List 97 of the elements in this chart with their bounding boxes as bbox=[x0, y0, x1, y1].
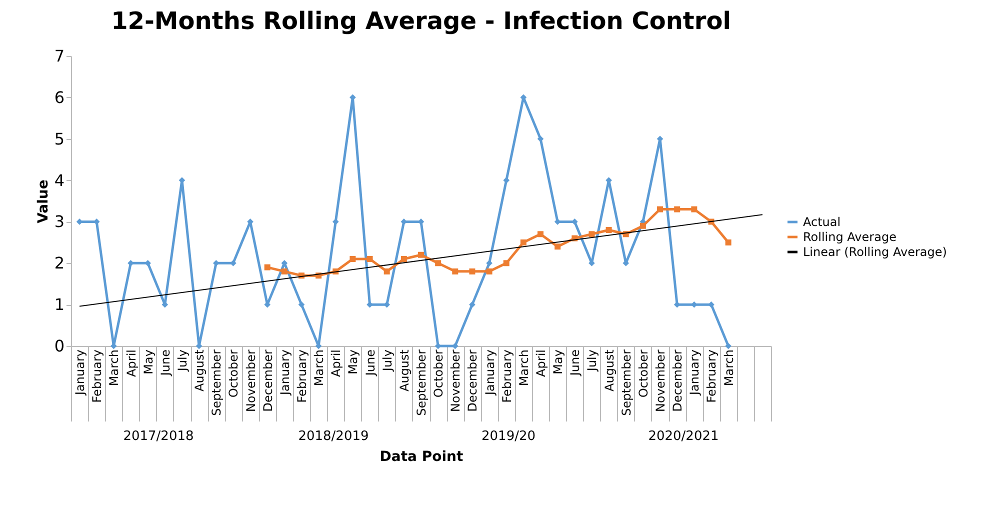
chart-title: 12-Months Rolling Average - Infection Control bbox=[111, 7, 731, 35]
y-tick-label: 6 bbox=[54, 88, 64, 107]
y-axis-title: Value bbox=[35, 180, 52, 224]
point bbox=[366, 301, 373, 308]
point bbox=[657, 206, 664, 212]
point bbox=[452, 268, 458, 274]
x-tick-label: May bbox=[141, 350, 156, 374]
point bbox=[230, 260, 236, 266]
point bbox=[691, 206, 698, 212]
x-tick-label: March bbox=[516, 350, 531, 386]
point bbox=[588, 231, 595, 238]
x-tick-label: July bbox=[585, 350, 600, 372]
point bbox=[606, 227, 612, 233]
x-tick-label: January bbox=[73, 350, 88, 396]
point bbox=[469, 301, 476, 308]
point bbox=[212, 260, 220, 266]
x-tick-label: October bbox=[432, 349, 446, 398]
point bbox=[400, 256, 407, 262]
point bbox=[486, 268, 492, 274]
point bbox=[435, 260, 442, 266]
point bbox=[674, 301, 680, 308]
point bbox=[366, 256, 373, 262]
y-tick-label: 2 bbox=[54, 254, 64, 273]
point bbox=[128, 260, 134, 266]
x-tick-label: May bbox=[346, 350, 360, 374]
point bbox=[332, 218, 339, 225]
x-tick-label: April bbox=[534, 350, 548, 377]
x-tick-label: February bbox=[294, 350, 309, 403]
point bbox=[384, 301, 390, 308]
x-tick-label: January bbox=[482, 350, 497, 396]
x-tick-label: September bbox=[210, 349, 224, 416]
x-tick-label: January bbox=[278, 350, 292, 396]
point bbox=[640, 222, 646, 229]
text: 2017/2018 bbox=[123, 429, 194, 444]
point bbox=[554, 244, 561, 250]
y-tick-label: 4 bbox=[54, 170, 64, 190]
point bbox=[469, 268, 476, 274]
x-tick-label: September bbox=[619, 349, 634, 416]
point bbox=[486, 260, 492, 266]
point bbox=[503, 177, 510, 184]
y-tick-label: 5 bbox=[54, 129, 64, 148]
x-tick-label: March bbox=[107, 350, 122, 386]
x-tick-label: April bbox=[329, 350, 344, 377]
text: 2020/2021 bbox=[648, 429, 719, 444]
x-tick-label: August bbox=[397, 349, 412, 392]
x-tick-label: November bbox=[244, 349, 258, 412]
x-tick-label: March bbox=[722, 350, 736, 386]
x-tick-label: December bbox=[466, 349, 480, 412]
x-tick-label: June bbox=[158, 350, 172, 377]
x-tick-label: November bbox=[654, 349, 668, 412]
x-tick-label: June bbox=[363, 350, 378, 377]
x-tick-label: October bbox=[226, 349, 241, 398]
x-tick-label: October bbox=[636, 349, 650, 398]
x-tick-label: November bbox=[448, 349, 463, 412]
x-tick-label: July bbox=[175, 350, 190, 372]
x-tick-label: December bbox=[260, 349, 275, 412]
legend-label: Linear (Rolling Average) bbox=[803, 245, 947, 259]
x-tick-label: August bbox=[602, 349, 616, 392]
x-tick-label: September bbox=[414, 349, 428, 416]
point bbox=[281, 268, 288, 274]
point bbox=[144, 260, 151, 266]
x-axis-title: Data Point bbox=[380, 449, 464, 465]
x-tick-label: February bbox=[704, 350, 719, 403]
point bbox=[725, 239, 732, 246]
x-tick-label: February bbox=[500, 350, 514, 403]
y-tick-label: 3 bbox=[54, 212, 64, 232]
point bbox=[538, 231, 544, 238]
x-tick-label: March bbox=[312, 350, 326, 386]
x-tick-label: February bbox=[90, 350, 104, 403]
legend-label: Rolling Average bbox=[803, 230, 896, 244]
point bbox=[350, 256, 356, 262]
point bbox=[725, 342, 732, 350]
y-tick-label: 0 bbox=[54, 336, 64, 356]
point bbox=[434, 342, 442, 350]
x-tick-label: January bbox=[688, 350, 702, 396]
text: 2019/20 bbox=[481, 429, 536, 444]
point bbox=[418, 252, 424, 258]
text: 2018/2019 bbox=[298, 429, 369, 444]
point bbox=[264, 264, 270, 270]
x-tick-label: August bbox=[192, 349, 207, 392]
x-tick-label: April bbox=[124, 350, 138, 377]
y-tick-label: 7 bbox=[54, 46, 64, 66]
point bbox=[503, 260, 510, 266]
point bbox=[691, 301, 698, 308]
legend-label: Actual bbox=[803, 215, 841, 229]
y-tick-label: 1 bbox=[54, 295, 64, 314]
x-tick-label: May bbox=[551, 350, 566, 374]
point bbox=[520, 239, 526, 246]
point bbox=[537, 136, 544, 142]
point bbox=[384, 268, 390, 274]
point bbox=[178, 177, 186, 184]
x-tick-label: July bbox=[380, 350, 394, 372]
x-tick-label: June bbox=[568, 350, 582, 377]
point bbox=[674, 206, 680, 212]
x-tick-label: December bbox=[670, 349, 685, 412]
point bbox=[298, 301, 305, 308]
point bbox=[708, 301, 714, 308]
